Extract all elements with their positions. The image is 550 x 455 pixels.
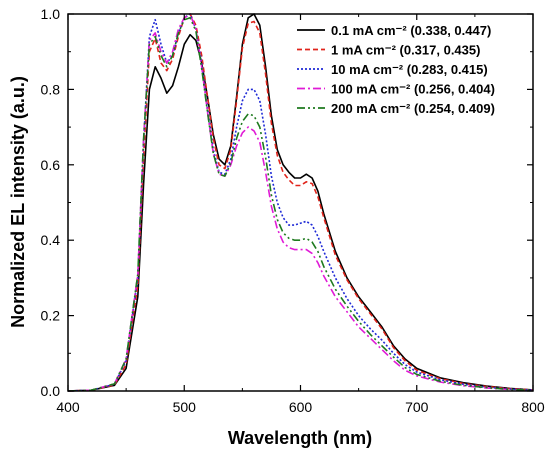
legend-label-4: 100 mA cm⁻² (0.256, 0.404) xyxy=(331,82,495,97)
y-axis-title: Normalized EL intensity (a.u.) xyxy=(8,76,28,328)
legend: 0.1 mA cm⁻² (0.338, 0.447) 1 mA cm⁻² (0.3… xyxy=(297,23,495,116)
x-tick-label: 500 xyxy=(173,399,197,415)
series-layer xyxy=(67,13,534,392)
series-line-3 xyxy=(67,13,534,392)
legend-label-1: 0.1 mA cm⁻² (0.338, 0.447) xyxy=(331,23,491,38)
series-line-5 xyxy=(67,16,534,392)
x-axis-title: Wavelength (nm) xyxy=(228,428,372,448)
x-tick-label: 800 xyxy=(521,399,545,415)
series-line-4 xyxy=(67,13,534,392)
y-tick-label: 0.2 xyxy=(41,308,61,324)
series-line-1 xyxy=(67,13,534,392)
x-tick-label: 400 xyxy=(56,399,80,415)
ticks-layer: 400 500 600 700 800 0.0 0.2 0.4 0.6 0.8 1.0 xyxy=(41,6,545,415)
legend-label-2: 1 mA cm⁻² (0.317, 0.435) xyxy=(331,43,480,58)
y-tick-label: 0.6 xyxy=(41,157,61,173)
y-tick-label: 0.4 xyxy=(41,232,61,248)
x-tick-label: 600 xyxy=(289,399,313,415)
y-tick-label: 0.8 xyxy=(41,81,61,97)
series-line-2 xyxy=(67,13,534,392)
legend-label-3: 10 mA cm⁻² (0.283, 0.415) xyxy=(331,62,488,77)
legend-label-5: 200 mA cm⁻² (0.254, 0.409) xyxy=(331,101,495,116)
x-tick-label: 700 xyxy=(405,399,429,415)
y-tick-label: 0.0 xyxy=(41,383,61,399)
y-tick-label: 1.0 xyxy=(41,6,61,22)
